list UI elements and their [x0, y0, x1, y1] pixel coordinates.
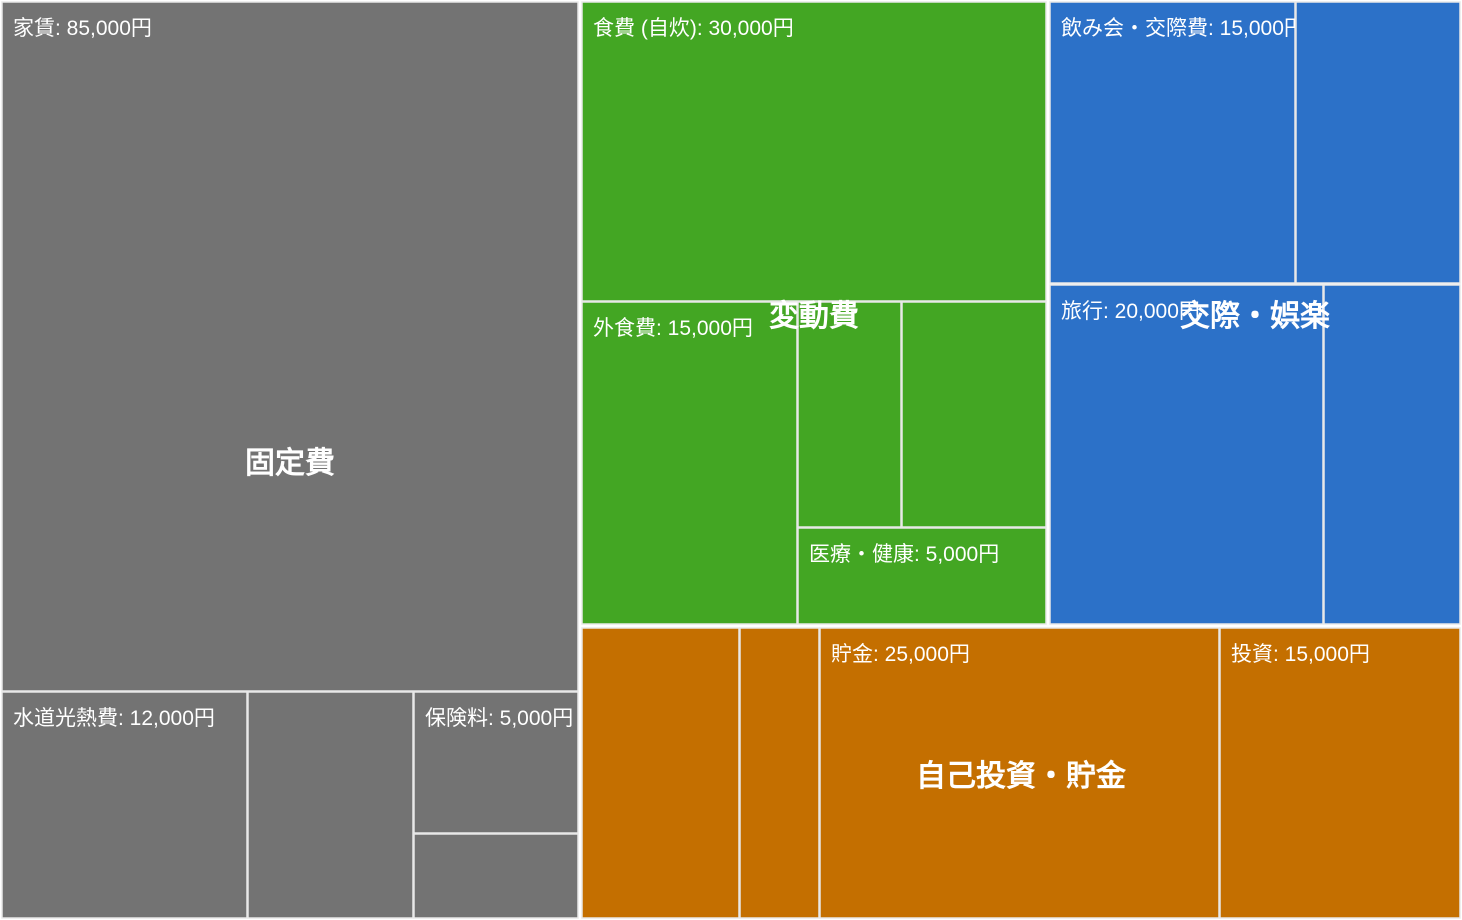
- treemap-cell[interactable]: [797, 527, 1047, 625]
- treemap-cell[interactable]: [1049, 284, 1324, 625]
- treemap-cell[interactable]: [1, 1, 579, 692]
- treemap-group-label: 変動費: [769, 299, 859, 333]
- treemap-cell-label: 食費 (自炊): 30,000円: [593, 17, 794, 40]
- treemap-group-label: 自己投資・貯金: [916, 759, 1127, 793]
- treemap-cell[interactable]: [413, 691, 579, 834]
- treemap-group-label: 交際・娯楽: [1180, 299, 1330, 333]
- treemap-cell-label: 医療・健康: 5,000円: [809, 543, 999, 566]
- treemap-cell[interactable]: [581, 1, 1047, 302]
- treemap-group-label: 固定費: [245, 446, 335, 480]
- treemap-cell[interactable]: [1295, 1, 1461, 284]
- treemap-cell[interactable]: [581, 301, 798, 625]
- treemap-cell-label: 保険料: 5,000円: [425, 707, 573, 730]
- treemap-cell[interactable]: [797, 301, 902, 528]
- treemap-cell[interactable]: [739, 627, 820, 919]
- treemap-cell[interactable]: [1049, 1, 1296, 284]
- treemap-group[interactable]: 貯金: 25,000円 投資: 15,000円: [581, 627, 1461, 919]
- treemap-cell-label: 投資: 15,000円: [1231, 643, 1370, 666]
- treemap-cell-label: 飲み会・交際費: 15,000円: [1061, 17, 1305, 40]
- treemap-cell-label: 水道光熱費: 12,000円: [13, 707, 215, 730]
- treemap-cell[interactable]: [413, 833, 579, 919]
- treemap-cell[interactable]: [1219, 627, 1461, 919]
- treemap-cell[interactable]: [247, 691, 414, 919]
- treemap-cell[interactable]: [819, 627, 1220, 919]
- treemap-cell-label: 旅行: 20,000円: [1061, 300, 1200, 323]
- treemap-cell-label: 外食費: 15,000円: [593, 317, 753, 340]
- treemap-cell[interactable]: [1323, 284, 1461, 625]
- treemap-cell-label: 家賃: 85,000円: [13, 17, 152, 40]
- treemap-cell[interactable]: [1, 691, 248, 919]
- treemap-cell[interactable]: [901, 301, 1047, 528]
- treemap-cell[interactable]: [581, 627, 740, 919]
- treemap-cell-label: 貯金: 25,000円: [831, 643, 970, 666]
